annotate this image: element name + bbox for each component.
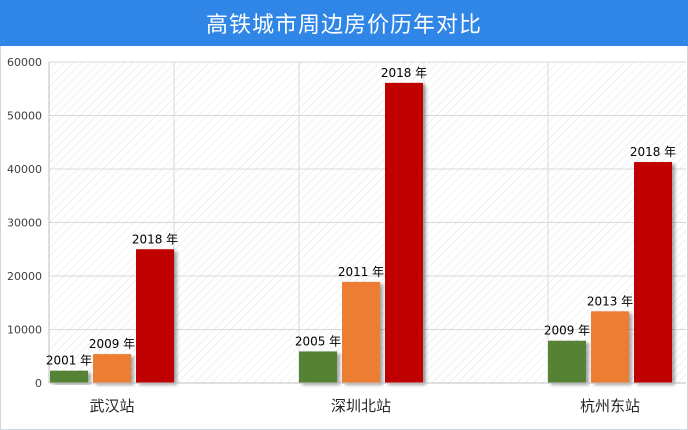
- y-axis: 0 10000 20000 30000 40000 50000 60000: [7, 56, 50, 390]
- data-label: 2001 年: [46, 354, 92, 368]
- bar: [342, 281, 380, 383]
- y-tick-label: 60000: [7, 56, 42, 69]
- data-label: 2018 年: [132, 232, 178, 246]
- category-label: 杭州东站: [580, 397, 640, 415]
- chart-title: 高铁城市周边房价历年对比: [205, 13, 482, 38]
- bar: [50, 370, 88, 383]
- y-tick-label: 20000: [7, 270, 42, 283]
- bar: [591, 311, 629, 383]
- title-bar: 高铁城市周边房价历年对比: [0, 0, 688, 46]
- bar: [634, 162, 672, 383]
- y-tick-label: 40000: [7, 163, 42, 176]
- bar: [548, 340, 586, 383]
- data-label: 2018 年: [630, 145, 676, 159]
- category-label: 武汉站: [89, 397, 134, 415]
- data-label: 2011 年: [338, 265, 384, 279]
- bar: [299, 351, 337, 383]
- bars: 2001 年 2009 年 2018 年 2005 年 2011 年 2018 年 2009…: [46, 66, 676, 384]
- data-label: 2013 年: [587, 294, 633, 308]
- y-tick-label: 50000: [7, 110, 42, 123]
- bar: [93, 354, 131, 383]
- bar: [385, 82, 423, 384]
- bar: [136, 249, 174, 383]
- data-label: 2018 年: [381, 66, 427, 80]
- data-label: 2009 年: [89, 337, 135, 351]
- category-label: 深圳北站: [331, 397, 391, 415]
- data-label: 2009 年: [544, 324, 590, 338]
- y-tick-label: 0: [35, 377, 42, 390]
- data-label: 2005 年: [295, 334, 341, 348]
- y-tick-label: 10000: [7, 324, 42, 337]
- y-tick-label: 30000: [7, 217, 42, 230]
- x-axis: 武汉站 深圳北站 杭州东站: [49, 382, 686, 415]
